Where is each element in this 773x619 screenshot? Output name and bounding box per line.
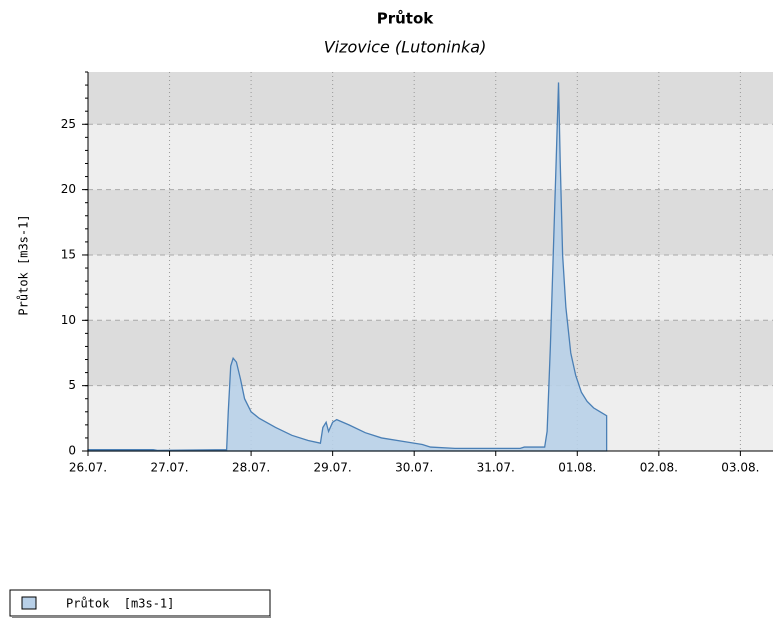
y-tick-label: 10: [61, 313, 76, 327]
legend-label: Průtok [m3s-1]: [66, 597, 174, 611]
x-tick-label: 29.07.: [314, 461, 352, 475]
chart-title: Průtok: [377, 10, 435, 28]
x-tick-label: 27.07.: [150, 461, 188, 475]
plot-area: [87, 72, 773, 452]
grid-band: [88, 320, 773, 386]
y-tick-label: 15: [61, 247, 76, 261]
grid-band: [88, 385, 773, 451]
legend-swatch: [21, 596, 37, 610]
legend-box: [9, 589, 271, 617]
x-tick-label: 01.08.: [558, 461, 596, 475]
y-tick-label: 20: [61, 182, 76, 196]
y-axis-label: Průtok [m3s-1]: [17, 214, 31, 315]
x-tick-label: 31.07.: [477, 461, 515, 475]
grid-band: [88, 254, 773, 321]
x-tick-label: 02.08.: [640, 461, 678, 475]
x-tick-label: 28.07.: [232, 461, 270, 475]
area: [87, 82, 608, 452]
grid-band: [88, 72, 773, 125]
x-tick-label: 30.07.: [395, 461, 433, 475]
grid-band: [88, 124, 773, 190]
chart-subtitle: Vizovice (Lutoninka): [324, 38, 487, 57]
grid-band: [88, 189, 773, 255]
x-tick-label: 03.08.: [721, 461, 759, 475]
y-tick-label: 25: [61, 117, 76, 131]
y-tick-label: 5: [68, 378, 76, 392]
y-tick-label: 0: [68, 444, 76, 458]
x-tick-label: 26.07.: [69, 461, 107, 475]
